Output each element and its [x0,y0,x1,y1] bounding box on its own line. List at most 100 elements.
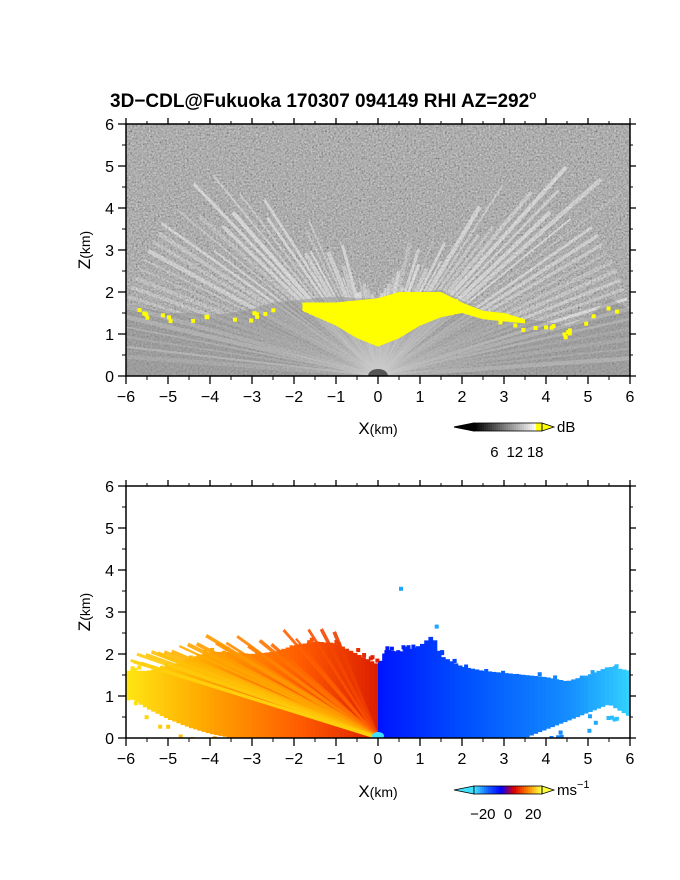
velocity-pixel [196,654,201,658]
colorbar-segment [528,786,531,794]
velocity-ray [130,659,379,738]
colorbar-segment [540,786,543,794]
echo-speck [255,314,260,319]
velocity-column [575,678,581,718]
velocity-column [134,670,140,703]
velocity-rays [130,628,380,738]
colorbar-segment [502,423,505,431]
velocity-column [424,640,429,738]
velocity-pixel [375,658,380,663]
echo-speck [167,315,171,320]
x-tick-label: −2 [285,389,303,406]
colorbar-segment [496,423,499,431]
velocity-column [277,650,282,738]
echo-speck [144,312,149,317]
velocity-pixel [222,650,227,655]
colorbar-segment [484,423,487,431]
colorbar-segment [538,786,541,794]
velocity-pixel [334,640,339,644]
colorbar-segment [478,423,481,431]
x-tick-label: 6 [626,751,635,768]
x-tick-label: −1 [327,389,345,406]
colorbar-tick-label: 12 [506,444,523,461]
backscatter-beam [376,165,568,376]
echo-speck [396,297,401,302]
colorbar-tick-label: 0 [504,806,512,823]
velocity-pixel [610,715,615,720]
echo-speck [498,316,503,321]
colorbar-tick-label: 6 [490,444,498,461]
near-field-lobe [368,369,388,376]
velocity-column [483,671,488,738]
velocity-pixel [166,724,171,729]
colorbar-segment [500,423,503,431]
velocity-pixel [137,665,142,670]
colorbar-segment [488,423,491,431]
echo-speck [606,306,611,311]
velocity-pixel [126,696,131,701]
velocity-column [369,661,375,738]
velocity-column [474,669,480,738]
strong-echo-area [302,292,525,347]
velocity-pixel [225,646,230,651]
backscatter-beam [160,222,379,376]
velocity-column [130,670,135,700]
velocity-pixel [144,715,149,720]
backscatter-beam [263,198,380,376]
velocity-column [462,667,467,738]
y-tick-label: 1 [105,689,114,706]
backscatter-beam [239,193,379,376]
colorbar-low-arrow [453,785,475,795]
velocity-column [193,656,198,730]
velocity-pixel [368,656,373,661]
velocity-pixel [593,720,598,725]
velocity-column [596,670,602,709]
colorbar-segment [510,423,513,431]
x-tick-label: 5 [584,751,593,768]
backscatter-beam [134,275,379,376]
echo-speck [347,301,352,306]
velocity-column [558,680,564,724]
velocity-column [520,674,526,738]
echo-speck [137,308,142,313]
x-tick-label: −4 [201,751,219,768]
velocity-pixel [556,735,561,738]
strong-echo-region [137,292,620,347]
echo-speck [397,293,402,298]
x-tick-label: −1 [327,751,345,768]
velocity-pixel [606,716,611,720]
colorbar-segment [520,423,523,431]
colorbar-segment [536,786,539,794]
echo-speck [271,308,276,313]
backscatter-beam [266,217,380,376]
velocity-pixel [612,717,617,722]
x-tick-label: −6 [117,751,135,768]
velocity-column [180,660,186,725]
velocity-column [197,655,203,731]
echo-speck [454,298,459,303]
velocity-column [529,675,534,736]
backscatter-beam [157,231,380,376]
colorbar-segment [518,423,521,431]
velocity-pixel [164,663,169,668]
echo-speck [411,294,416,299]
echo-speck [567,331,572,336]
x-axis-label: X(km) [358,782,397,801]
colorbar-segment [478,786,481,794]
x-tick-label: −3 [243,751,261,768]
backscatter-beam [126,314,379,376]
velocity-column [487,671,492,738]
backscatter-beam [377,288,625,376]
backscatter-beam [213,249,379,376]
velocity-column [470,668,476,738]
backscatter-beam [376,177,603,376]
velocity-pixel [515,673,520,678]
backscatter-beam [231,211,380,376]
x-tick-label: 2 [458,389,467,406]
colorbar-segment [532,786,535,794]
velocity-column [159,667,165,716]
backscatter-beam [126,336,379,376]
velocity-pixel [537,672,542,677]
x-tick-label: −4 [201,389,219,406]
velocity-pixel [501,670,506,675]
